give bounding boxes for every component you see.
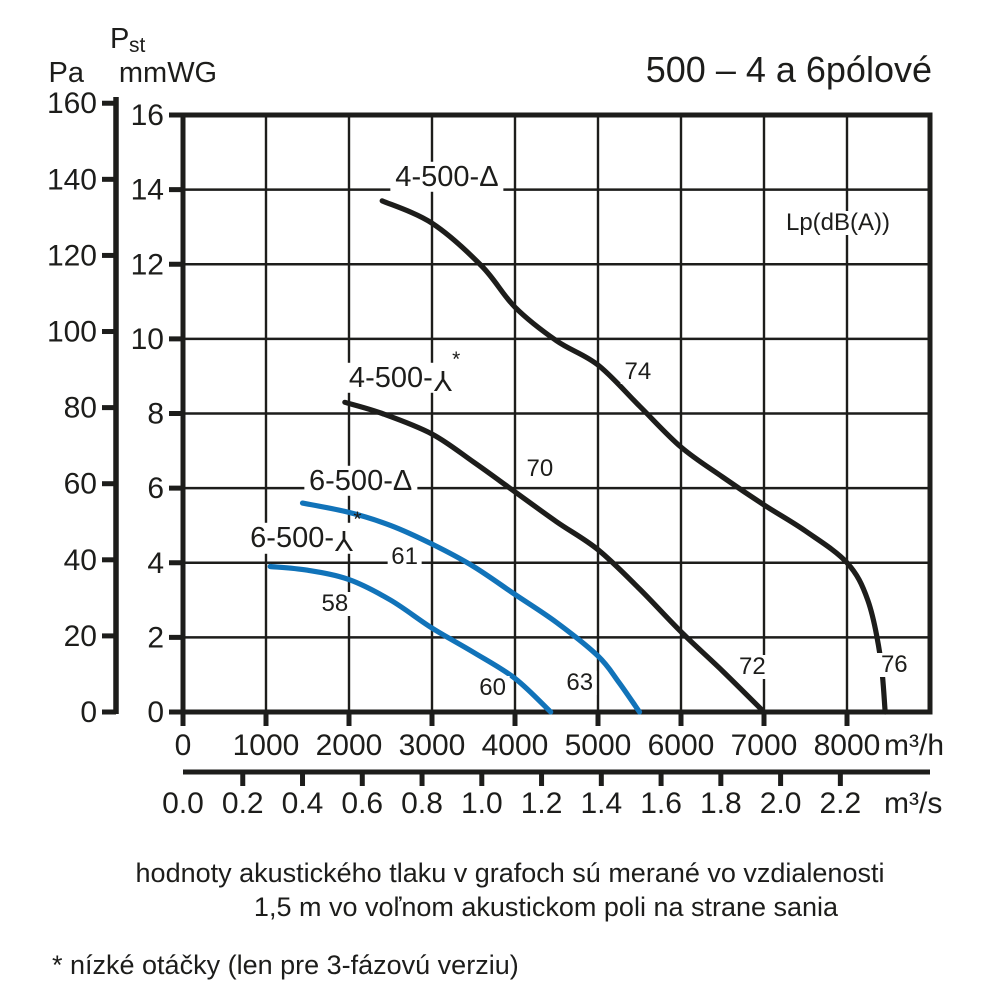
m3s-tick-label: 0.0 — [162, 787, 204, 820]
x-unit-m3s: m³/s — [884, 787, 942, 820]
m3h-tick-label: 1000 — [233, 729, 300, 762]
pa-tick-label: 140 — [47, 163, 97, 196]
m3s-tick-label: 2.0 — [760, 787, 802, 820]
pst-label-sub: st — [129, 34, 146, 57]
sound-pressure-level-label: 76 — [876, 653, 912, 678]
caption-line-2: 1,5 m vo voľnom akustickom poli na stran… — [253, 892, 839, 922]
sound-pressure-level-label: 74 — [620, 360, 656, 385]
mmwg-tick-label: 4 — [147, 547, 164, 580]
pa-tick-label: 160 — [47, 87, 97, 120]
mmwg-tick-label: 10 — [131, 323, 164, 356]
m3s-tick-label: 0.8 — [401, 787, 443, 820]
pa-tick-label: 0 — [80, 696, 97, 729]
mmwg-tick-label: 6 — [147, 472, 164, 505]
m3s-tick-label: 0.6 — [341, 787, 383, 820]
sound-pressure-level-label: 60 — [475, 675, 510, 700]
low-speed-asterisk: * — [353, 507, 362, 531]
sound-pressure-level-label: 61 — [387, 545, 422, 570]
pa-tick-label: 40 — [64, 544, 97, 577]
curve-6-500-⅄ — [267, 563, 554, 715]
mmwg-tick-label: 14 — [131, 174, 164, 207]
mmwg-tick-label: 0 — [147, 696, 164, 729]
mmwg-tick-label: 2 — [147, 621, 164, 654]
caption-line-1: hodnoty akustického tlaku v grafoch sú m… — [135, 858, 885, 888]
pst-label-main: P — [110, 23, 129, 55]
curve-6-500-Δ — [299, 500, 643, 715]
m3h-tick-label: 7000 — [731, 729, 798, 762]
curve-4-500-Δ — [379, 198, 888, 715]
mmwg-tick-label: 8 — [147, 398, 164, 431]
m3h-tick-label: 3000 — [399, 729, 466, 762]
curve-name-label: 4-500-Y* — [343, 349, 466, 397]
sound-pressure-level-label: 72 — [735, 655, 770, 680]
m3h-tick-label: 4000 — [482, 729, 549, 762]
wye-star-connection-symbol: Y — [432, 364, 453, 397]
pa-tick-label: 80 — [64, 392, 97, 425]
mmwg-tick-label: 16 — [131, 99, 164, 132]
m3h-tick-label: 6000 — [648, 729, 715, 762]
pa-axis-title: Pa — [49, 57, 85, 89]
page-title: 500 – 4 a 6pólové — [646, 49, 932, 90]
curve-name-label: 6-500-Y* — [245, 509, 367, 557]
chart-overlay-labels: Lp(dB(A)) 4-500-Δ 4-500-Y* 6-500-Δ 6-500-Y*… — [245, 160, 912, 700]
legend-lp-dba: Lp(dB(A)) — [779, 211, 897, 235]
m3h-tick-label: 5000 — [565, 729, 632, 762]
sound-pressure-level-label: 70 — [522, 457, 558, 482]
m3s-tick-label: 1.0 — [461, 787, 503, 820]
sound-pressure-level-label: 63 — [562, 670, 598, 695]
m3h-tick-label: 8000 — [814, 729, 881, 762]
curve-4-500-⅄ — [342, 399, 767, 715]
curve-name-label: 6-500-Δ — [303, 465, 418, 496]
m3s-tick-label: 1.2 — [521, 787, 563, 820]
low-speed-asterisk: * — [452, 347, 461, 371]
m3s-tick-label: 1.8 — [700, 787, 742, 820]
mmwg-tick-label: 12 — [131, 248, 164, 281]
m3h-tick-label: 2000 — [316, 729, 383, 762]
m3s-tick-label: 0.4 — [282, 787, 324, 820]
fan-curve-chart: P st Pa mmWG 500 – 4 a 6pólové m³/h m³/s… — [47, 23, 944, 820]
m3s-tick-label: 1.4 — [580, 787, 622, 820]
m3s-tick-label: 2.2 — [820, 787, 862, 820]
pa-tick-label: 60 — [64, 468, 97, 501]
m3h-tick-label: 0 — [175, 729, 192, 762]
m3s-tick-label: 1.6 — [640, 787, 682, 820]
wye-star-connection-symbol: Y — [334, 524, 354, 557]
pa-tick-label: 100 — [47, 316, 97, 349]
mmwg-axis-title: mmWG — [119, 57, 217, 89]
sound-pressure-level-label: 58 — [317, 591, 353, 616]
pa-tick-label: 20 — [64, 620, 97, 653]
pa-tick-label: 120 — [47, 239, 97, 272]
x-unit-m3h: m³/h — [884, 729, 944, 762]
footnote-low-speed: * nízké otáčky (len pre 3-fázovú verziu) — [52, 950, 519, 980]
m3s-tick-label: 0.2 — [222, 787, 264, 820]
curve-name-label: 4-500-Δ — [390, 161, 504, 192]
